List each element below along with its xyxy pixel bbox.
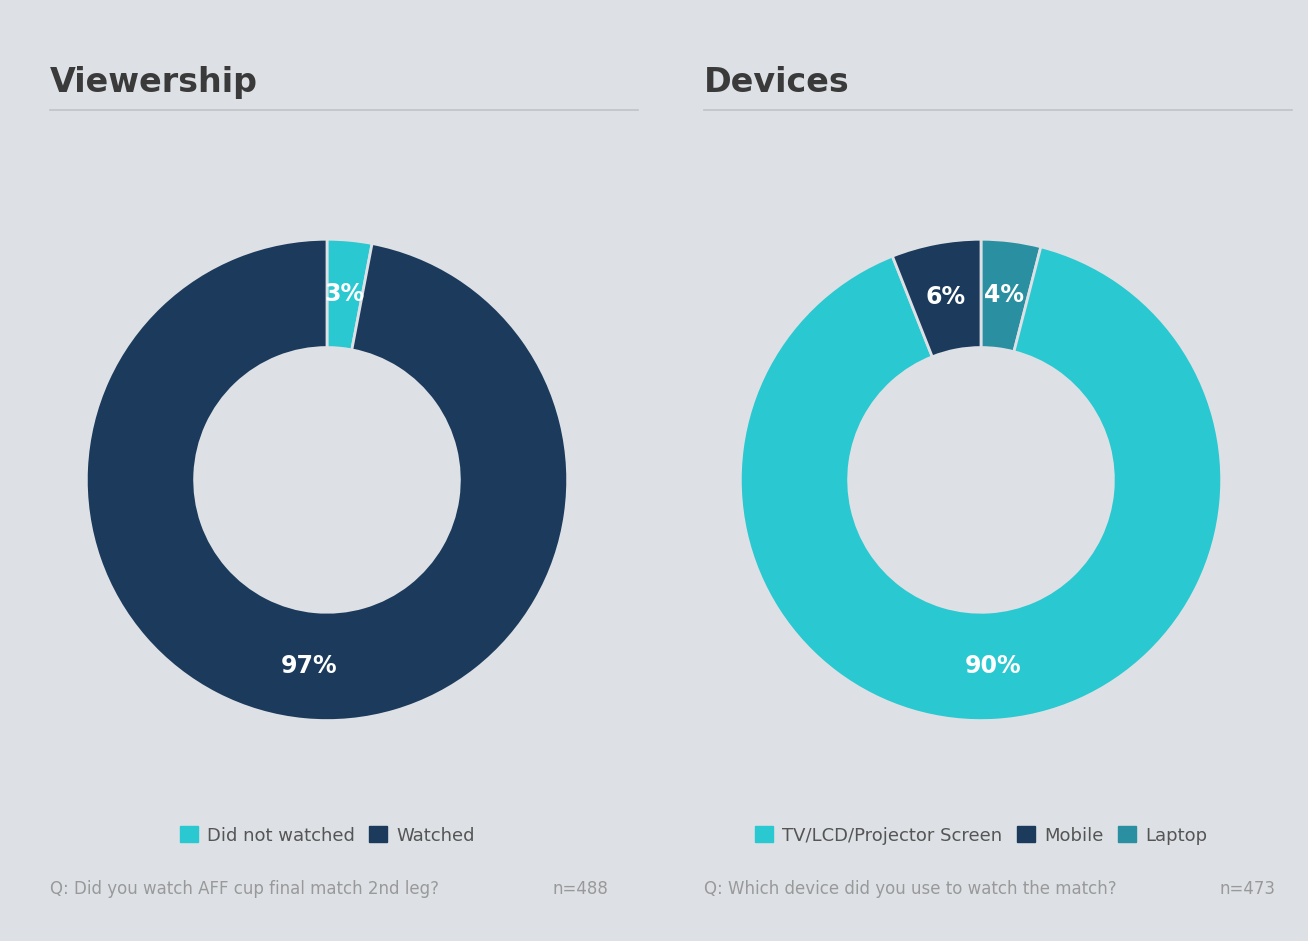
- Text: Viewership: Viewership: [50, 66, 258, 99]
- Wedge shape: [327, 239, 371, 350]
- Text: 90%: 90%: [964, 654, 1022, 678]
- Text: Devices: Devices: [704, 66, 849, 99]
- Text: 3%: 3%: [324, 282, 365, 306]
- Wedge shape: [86, 239, 568, 721]
- Legend: TV/LCD/Projector Screen, Mobile, Laptop: TV/LCD/Projector Screen, Mobile, Laptop: [749, 821, 1213, 850]
- Text: n=473: n=473: [1219, 880, 1275, 899]
- Text: n=488: n=488: [552, 880, 608, 899]
- Wedge shape: [981, 239, 1041, 352]
- Text: 97%: 97%: [281, 654, 337, 678]
- Text: 6%: 6%: [926, 285, 967, 309]
- Wedge shape: [740, 247, 1222, 721]
- Legend: Did not watched, Watched: Did not watched, Watched: [174, 821, 480, 850]
- Text: Q: Which device did you use to watch the match?: Q: Which device did you use to watch the…: [704, 880, 1116, 899]
- Wedge shape: [892, 239, 981, 357]
- Text: 4%: 4%: [985, 283, 1024, 307]
- Text: Q: Did you watch AFF cup final match 2nd leg?: Q: Did you watch AFF cup final match 2nd…: [50, 880, 438, 899]
